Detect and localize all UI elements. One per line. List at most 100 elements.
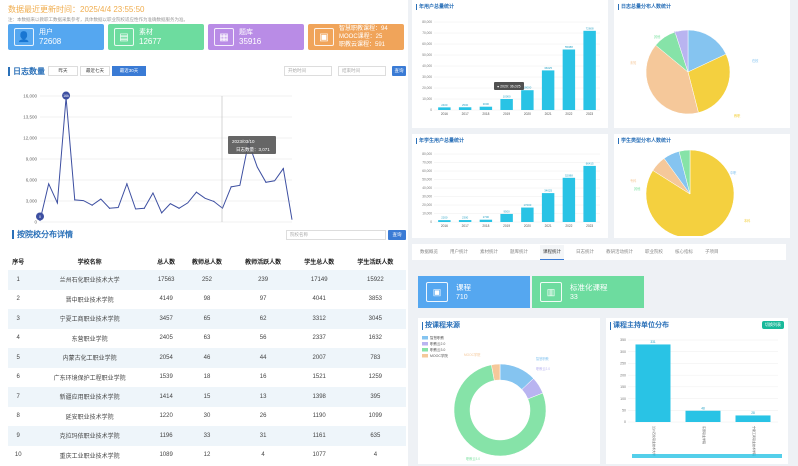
tab-item[interactable]: 核心指标 xyxy=(675,249,693,254)
tab-item[interactable]: 用户统计 xyxy=(450,249,468,254)
tab-item[interactable]: 子项目 xyxy=(705,249,719,254)
pie-slice xyxy=(674,29,689,73)
tab-item[interactable]: 日志统计 xyxy=(576,249,594,254)
table-row[interactable]: 9 克拉玛依职业技术学院 1196 33 31 1161 635 xyxy=(8,426,406,446)
table-cell: 97 xyxy=(232,289,294,309)
start-time-input[interactable]: 开始时间 xyxy=(284,66,332,76)
table-cell: 1089 xyxy=(150,445,182,465)
table-row[interactable]: 3 宁夏工商职业技术学院 3457 65 62 3312 3045 xyxy=(8,309,406,329)
column-header[interactable]: 总人数 xyxy=(150,252,182,270)
question-bank-card[interactable]: ▦ 题库 35916 xyxy=(208,24,304,50)
user-count-card[interactable]: 👤 用户 72608 xyxy=(8,24,104,50)
course-card[interactable]: ▣ 课程 710 xyxy=(418,276,530,308)
table-cell: 31 xyxy=(232,426,294,446)
tab-item[interactable]: 数据概览 xyxy=(420,249,438,254)
table-row[interactable]: 1 兰州石化职业技术大学 17563 252 239 17149 15922 xyxy=(8,270,406,290)
table-cell: 重庆工业职业技术学院 xyxy=(28,445,151,465)
data-point xyxy=(282,167,284,170)
data-point xyxy=(143,207,145,209)
year-bar xyxy=(562,49,576,110)
y-tick-label: 20,000 xyxy=(422,203,432,207)
bar-value-label: 36025 xyxy=(544,66,552,70)
y-tick-label: 250 xyxy=(620,362,626,366)
year-bar xyxy=(479,219,493,222)
table-cell: 239 xyxy=(232,270,294,290)
card-value: 33 xyxy=(570,293,578,301)
column-header[interactable]: 学生活跃人数 xyxy=(344,252,406,270)
students-year-panel: 年学生用户总量统计 80,000 70,000 60,000 50,000 40,000… xyxy=(412,134,608,238)
x-tick-label: 2017 xyxy=(462,112,469,116)
table-cell: 10 xyxy=(8,445,29,465)
last-7-days-button[interactable]: 最近七天 xyxy=(80,66,110,76)
school-search-button[interactable]: 查询 xyxy=(388,230,406,240)
yesterday-button[interactable]: 昨天 xyxy=(48,66,78,76)
min-label: 0 xyxy=(39,215,41,219)
table-cell: 4 xyxy=(232,445,294,465)
left-panel: 数据最近更新时间：2025/4/4 23:55:50 注：本数据来以教职工数据采… xyxy=(0,0,408,466)
table-cell: 新疆应用职业技术学院 xyxy=(28,387,151,407)
legend-swatch xyxy=(422,354,428,358)
standard-course-card[interactable]: ▥ 标准化课程 33 xyxy=(532,276,644,308)
column-header[interactable]: 学校名称 xyxy=(28,252,151,270)
donut-label: 职教云3.0 xyxy=(466,456,480,461)
table-cell: 3853 xyxy=(344,289,406,309)
y-tick-label: 350 xyxy=(620,338,626,342)
column-header[interactable]: 教师总人数 xyxy=(181,252,233,270)
table-cell: 1521 xyxy=(293,367,345,387)
table-row[interactable]: 5 内蒙古化工职业学院 2054 46 44 2007 783 xyxy=(8,348,406,368)
column-header[interactable]: 学生总人数 xyxy=(293,252,345,270)
x-tick-label: 2022 xyxy=(565,112,572,116)
switch-list-button[interactable]: 切换列表 xyxy=(762,321,784,329)
table-cell: 延安职业技术学院 xyxy=(28,406,151,426)
table-row[interactable]: 6 广东环境保护工程职业学院 1539 18 16 1521 1259 xyxy=(8,367,406,387)
table-cell: 1 xyxy=(8,270,29,290)
pie-label: 其他 xyxy=(634,186,641,191)
school-search-input[interactable]: 院校名称 xyxy=(286,230,386,240)
x-tick-label: 2017 xyxy=(462,224,469,228)
table-cell: 1196 xyxy=(150,426,182,446)
pie-label: 在校 xyxy=(752,58,759,63)
tab-item[interactable]: 课程统计 xyxy=(540,244,564,260)
tab-item[interactable]: 素材统计 xyxy=(480,249,498,254)
column-header[interactable]: 序号 xyxy=(8,252,29,270)
x-tick-label: 2023 xyxy=(586,224,593,228)
year-bar xyxy=(562,177,576,222)
card-value: 72608 xyxy=(39,37,62,46)
y-tick-label: 30,000 xyxy=(422,75,432,79)
year-bar xyxy=(500,213,513,222)
last-30-days-button[interactable]: 最近30天 xyxy=(112,66,146,76)
stat-tabs: 数据概览 用户统计 素材统计 题库统计 课程统计 日志统计 教研活动统计 职业院校 核心指标 子项… xyxy=(412,244,786,260)
table-row[interactable]: 10 重庆工业职业技术学院 1089 12 4 1077 4 xyxy=(8,445,406,465)
year-bar xyxy=(458,220,472,222)
column-header[interactable]: 教师活跃人数 xyxy=(232,252,294,270)
year-bar xyxy=(583,165,596,222)
year-bar xyxy=(541,70,555,110)
x-tick-label: 东营职业学院 xyxy=(702,426,707,444)
tab-item[interactable]: 题库统计 xyxy=(510,249,528,254)
log-pie-panel: 日志总量分布人数统计 在校 教职 未知 其他 其他2 xyxy=(614,0,790,128)
material-count-card[interactable]: ▤ 素材 12677 xyxy=(108,24,204,50)
legend-label: 智慧职教 xyxy=(430,335,444,340)
table-cell: 635 xyxy=(344,426,406,446)
course-source-chart: 智慧职教职教云2.0职教云3.0MOOC学院智慧职教职教云2.0职教云3.0MO… xyxy=(422,335,550,461)
course-count-card[interactable]: ▣ 智慧职教课程：94 MOOC课程：25 职教云课程：591 xyxy=(308,24,404,50)
table-row[interactable]: 2 晋中职业技术学院 4149 98 97 4041 3853 xyxy=(8,289,406,309)
table-cell: 7 xyxy=(8,387,29,407)
table-row[interactable]: 8 延安职业技术学院 1220 30 26 1190 1099 xyxy=(8,406,406,426)
query-button[interactable]: 查询 xyxy=(392,66,406,76)
donut-label: MOOC学院 xyxy=(464,352,481,357)
user-icon: 👤 xyxy=(14,28,34,46)
tab-item[interactable]: 教研活动统计 xyxy=(606,249,633,254)
students-year-chart: 80,000 70,000 60,000 50,000 40,000 30,000 20,0… xyxy=(422,152,600,228)
y-tick-label: 80,000 xyxy=(422,152,432,156)
tab-item[interactable]: 职业院校 xyxy=(645,249,663,254)
table-cell: 2007 xyxy=(293,348,345,368)
table-row[interactable]: 7 新疆应用职业技术学院 1414 15 13 1398 395 xyxy=(8,387,406,407)
y-tick-label: 3,000 xyxy=(26,199,38,204)
table-cell: 6 xyxy=(8,367,29,387)
table-row[interactable]: 4 东营职业学院 2405 63 56 2337 1632 xyxy=(8,328,406,348)
end-time-input[interactable]: 结束时间 xyxy=(338,66,386,76)
pie-label: 其他2 xyxy=(674,30,682,35)
bar-value-label: 10000 xyxy=(503,95,511,99)
legend-swatch xyxy=(422,342,428,346)
